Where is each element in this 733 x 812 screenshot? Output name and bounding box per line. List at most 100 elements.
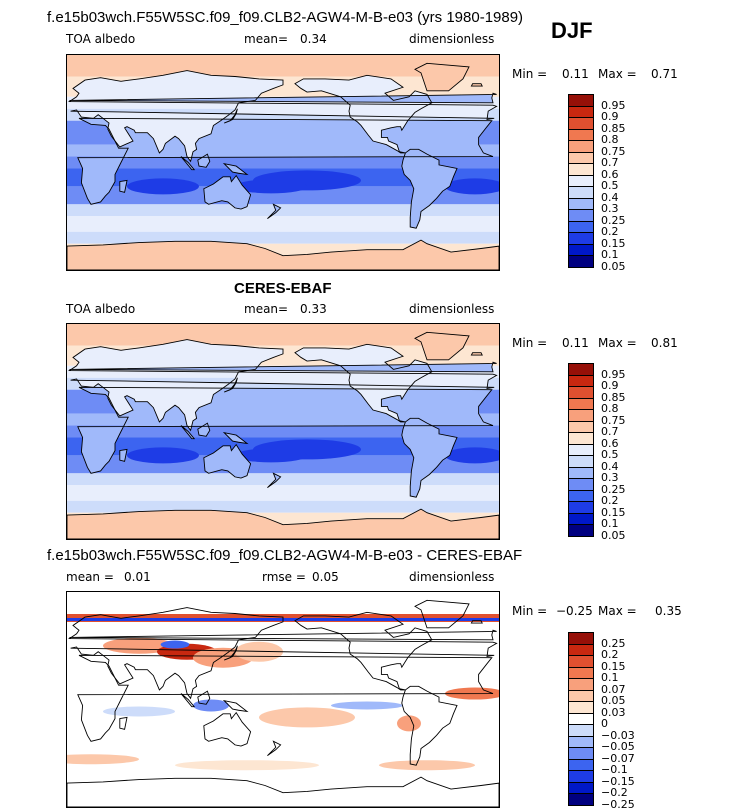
land-fill — [401, 149, 457, 229]
colorbar-label: 0.05 — [601, 694, 626, 707]
diff-blob — [331, 701, 403, 710]
panel3-map — [66, 591, 500, 808]
colorbar-label: 0.75 — [601, 144, 626, 158]
coastline — [67, 339, 498, 432]
colorbar-label: 0.8 — [601, 133, 619, 146]
panel3-max-value: 0.35 — [655, 604, 682, 618]
panel3-max-label: Max = — [598, 604, 637, 618]
coastline — [470, 83, 483, 87]
colorbar-label: 0.75 — [601, 413, 626, 427]
colorbar-label: −0.25 — [601, 797, 635, 811]
ocean-blob — [445, 178, 499, 195]
diff-background — [67, 592, 499, 807]
colorbar-label: −0.07 — [601, 751, 635, 765]
season-label: DJF — [551, 18, 593, 43]
diff-blob — [160, 640, 190, 649]
coastline — [69, 361, 497, 373]
coastline — [267, 203, 282, 220]
panel1-mean-value: 0.34 — [300, 32, 327, 46]
colorbar-label: 0.15 — [601, 505, 626, 519]
coastline — [294, 74, 433, 154]
colorbar-label: 0.2 — [601, 494, 619, 507]
panel1-min-label: Min = — [512, 67, 548, 81]
panel2-mean-value: 0.33 — [300, 302, 327, 316]
coastline — [224, 645, 238, 661]
colorbar-label: 0 — [601, 717, 608, 730]
coastline — [222, 431, 249, 445]
coastline — [414, 599, 470, 629]
land-fill — [401, 418, 457, 498]
panel3-mean-value: 0.01 — [124, 570, 151, 584]
coastline — [197, 153, 211, 168]
land-fill — [415, 63, 469, 91]
panel1-mean-label: mean= — [244, 32, 289, 46]
colorbar-label: 0.4 — [601, 190, 619, 204]
colorbar-label: −0.1 — [601, 763, 628, 776]
coastline — [224, 377, 238, 393]
panel3-rmse-label: rmse = — [262, 570, 306, 584]
panel2-min-label: Min = — [512, 336, 548, 350]
colorbar-label: 0.9 — [601, 379, 619, 392]
panel3-min-value: −0.25 — [556, 604, 593, 618]
colorbar-label: 0.85 — [601, 390, 626, 404]
coastline — [294, 343, 433, 423]
panel1-units: dimensionless — [409, 32, 495, 46]
land-fill — [69, 70, 497, 162]
albedo-band — [67, 96, 499, 109]
coastline — [470, 620, 483, 624]
coastline — [77, 654, 494, 742]
colorbar-label: 0.1 — [601, 671, 619, 684]
land-fill — [415, 332, 469, 360]
panel2-units: dimensionless — [409, 302, 495, 316]
diff-blob — [67, 754, 139, 765]
land-fill — [69, 93, 497, 103]
coastline — [203, 443, 252, 479]
colorbar-label: −0.05 — [601, 740, 635, 753]
colorbar-label: −0.15 — [601, 774, 635, 788]
coastline — [222, 699, 249, 713]
coastline — [401, 148, 458, 229]
colorbar-label: 0.3 — [601, 471, 619, 484]
map-canvas — [67, 324, 499, 539]
panel3-rmse-value: 0.05 — [312, 570, 339, 584]
albedo-band — [67, 425, 499, 438]
panel2-map — [66, 323, 500, 540]
diff-blob — [193, 699, 229, 712]
panel1-title: f.e15b03wch.F55W5SC.f09_f09.CLB2-AGW4-M-… — [47, 9, 524, 26]
coastline — [180, 693, 196, 708]
colorbar-label: 0.95 — [601, 98, 626, 112]
panel2-variable: TOA albedo — [66, 302, 136, 316]
panel1-min-value: 0.11 — [562, 67, 589, 81]
coastline — [470, 352, 483, 356]
coastline — [203, 711, 252, 747]
land-fill — [203, 444, 251, 479]
colorbar-label: 0.5 — [601, 448, 619, 461]
colorbar-label: 0.05 — [601, 528, 626, 542]
panel1-max-value: 0.71 — [651, 67, 678, 81]
colorbar-label: 0.85 — [601, 121, 626, 135]
map-canvas — [67, 592, 499, 807]
colorbar-label: 0.6 — [601, 167, 619, 181]
colorbar-label: 0.07 — [601, 682, 626, 696]
panel2-max-label: Max = — [598, 336, 637, 350]
coastline — [119, 448, 128, 462]
coastline — [267, 472, 282, 489]
colorbar-label: 0.9 — [601, 110, 619, 123]
ocean-blob — [127, 447, 199, 464]
colorbar-label: 0.95 — [601, 367, 626, 381]
land-fill — [119, 449, 127, 462]
coastline — [414, 62, 470, 92]
coastline — [401, 417, 458, 498]
diff-blob — [379, 760, 475, 771]
land-fill — [295, 344, 432, 422]
coastline — [197, 422, 211, 437]
colorbar-label: 0.25 — [601, 636, 626, 650]
albedo-band — [67, 156, 499, 169]
albedo-band — [67, 324, 499, 346]
colorbar-label: 0.03 — [601, 705, 626, 719]
panel1-variable: TOA albedo — [66, 32, 136, 46]
panel3-units: dimensionless — [409, 570, 495, 584]
albedo-band — [67, 473, 499, 486]
coastline — [77, 117, 494, 205]
colorbar-label: 0.4 — [601, 459, 619, 473]
